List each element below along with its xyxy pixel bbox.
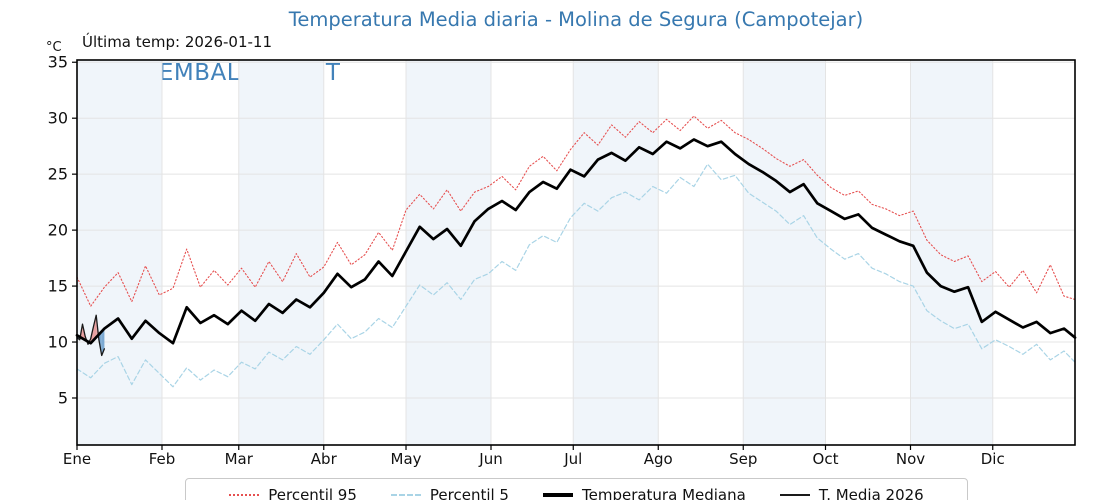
y-tick-label: 5: [58, 388, 68, 407]
y-tick-label: 25: [48, 165, 68, 184]
fill-above-median: [93, 315, 97, 341]
month-band: [238, 60, 324, 445]
month-band: [910, 60, 993, 445]
y-tick-label: 15: [48, 277, 68, 296]
y-tick-label: 10: [48, 333, 68, 352]
legend-item-t-media-2026: T. Media 2026: [779, 486, 924, 500]
x-tick-label: Sep: [729, 450, 757, 468]
series-line-t-media-2026: [76, 314, 106, 357]
x-tick-label: Feb: [149, 450, 176, 468]
legend-label: Temperatura Mediana: [581, 486, 746, 500]
series-line-percentil-95: [76, 115, 1076, 307]
month-band: [406, 60, 492, 445]
percentil-95-line-icon: [229, 494, 260, 496]
legend-item-percentil-5: Percentil 5: [390, 486, 509, 500]
x-tick-label: Jul: [563, 450, 582, 468]
x-tick-label: Dic: [981, 450, 1005, 468]
legend-item-temperatura-mediana: Temperatura Mediana: [542, 486, 746, 500]
x-tick-label: Abr: [311, 450, 338, 468]
last-temp-label: Última temp: 2026-01-11: [82, 33, 273, 51]
legend-label: Percentil 95: [268, 486, 357, 500]
x-tick-label: Oct: [813, 450, 839, 468]
month-band: [743, 60, 826, 445]
y-tick-label: 30: [48, 109, 68, 128]
x-tick-label: Mar: [225, 450, 254, 468]
legend: Percentil 95 Percentil 5 Temperatura Med…: [185, 478, 968, 500]
legend-label: Percentil 5: [429, 486, 509, 500]
x-tick-label: May: [391, 450, 422, 468]
x-tick-label: Jun: [478, 450, 502, 468]
temperatura-mediana-line-icon: [542, 493, 573, 497]
series-line-temperatura-mediana: [75, 138, 1077, 345]
month-band: [573, 60, 659, 445]
x-tick-label: Ene: [63, 450, 91, 468]
x-tick-label: Nov: [896, 450, 925, 468]
legend-label: T. Media 2026: [818, 486, 924, 500]
chart-title: Temperatura Media diaria - Molina de Seg…: [288, 8, 864, 31]
axes-frame: [76, 59, 1076, 446]
series-line-percentil-5: [76, 163, 1076, 388]
y-tick-label: 20: [48, 221, 68, 240]
legend-item-percentil-95: Percentil 95: [229, 486, 357, 500]
month-band: [77, 60, 162, 445]
percentil-5-line-icon: [390, 494, 421, 496]
y-axis-unit-label: °C: [46, 40, 62, 55]
y-tick-label: 35: [48, 53, 68, 72]
t-media-2026-line-icon: [779, 494, 810, 496]
x-tick-label: Ago: [644, 450, 673, 468]
